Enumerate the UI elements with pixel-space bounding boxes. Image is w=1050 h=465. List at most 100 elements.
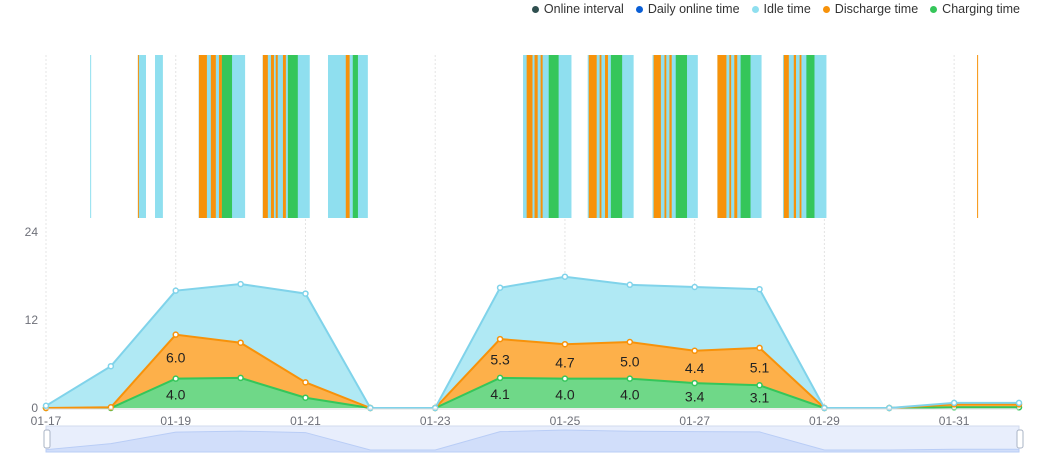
online-interval-charging: [221, 55, 233, 218]
online-interval-discharge: [734, 55, 738, 218]
data-point[interactable]: [172, 287, 179, 294]
data-label: 3.4: [685, 389, 705, 405]
online-interval-discharge: [137, 55, 139, 218]
legend-dot-icon: [531, 5, 539, 13]
data-label: 4.0: [620, 386, 640, 402]
online-interval-charging: [806, 55, 815, 218]
legend-item-charging-time[interactable]: Charging time: [930, 2, 1020, 16]
data-label: 5.1: [750, 360, 770, 376]
data-point[interactable]: [691, 379, 698, 387]
data-point[interactable]: [691, 347, 698, 355]
online-interval-discharge: [653, 55, 661, 218]
datazoom-handle-left[interactable]: [43, 429, 51, 449]
data-label: 4.0: [166, 386, 186, 402]
online-interval-discharge: [793, 55, 797, 218]
online-interval-charging: [610, 55, 623, 218]
legend: Online interval Daily online time Idle tim…: [531, 2, 1020, 16]
legend-label: Idle time: [763, 2, 811, 16]
online-interval-charging: [287, 55, 298, 218]
data-point[interactable]: [950, 399, 958, 407]
x-tick-label: 01-17: [31, 414, 62, 428]
x-tick-label: 01-25: [550, 414, 581, 428]
legend-item-idle-time[interactable]: Idle time: [751, 2, 811, 16]
data-point[interactable]: [626, 375, 634, 382]
area-idle-time: [46, 276, 1019, 408]
data-point[interactable]: [172, 375, 179, 382]
online-interval-discharge: [526, 55, 533, 218]
data-point[interactable]: [496, 374, 504, 382]
legend-dot-icon: [930, 5, 938, 13]
data-point[interactable]: [561, 375, 569, 382]
online-interval-discharge: [605, 55, 608, 218]
x-tick-label: 01-19: [160, 414, 191, 428]
data-point[interactable]: [626, 338, 634, 346]
online-interval-idle: [262, 55, 310, 218]
area-charging-time: [46, 377, 1019, 408]
x-tick-label: 01-23: [420, 414, 451, 428]
data-point[interactable]: [367, 404, 374, 412]
x-tick-label: 01-29: [809, 414, 840, 428]
data-label: 4.0: [555, 386, 575, 402]
data-point[interactable]: [431, 404, 439, 412]
online-interval-idle: [90, 55, 92, 218]
online-interval-discharge: [282, 55, 286, 218]
online-interval-charging: [352, 55, 358, 218]
data-label: 5.0: [620, 353, 640, 369]
data-point[interactable]: [302, 290, 309, 297]
area-discharge-time: [46, 334, 1019, 408]
legend-item-online-interval[interactable]: Online interval: [531, 2, 624, 16]
data-point[interactable]: [237, 339, 244, 346]
online-interval-discharge: [783, 55, 789, 218]
data-point[interactable]: [172, 331, 179, 338]
data-label: 4.1: [490, 386, 510, 402]
data-point[interactable]: [561, 340, 569, 348]
data-label: 5.3: [490, 352, 510, 368]
online-interval-discharge: [717, 55, 727, 218]
datazoom-handle-right[interactable]: [1016, 429, 1024, 449]
data-point[interactable]: [886, 404, 893, 412]
data-point[interactable]: [496, 284, 504, 291]
online-interval-idle: [137, 55, 147, 218]
x-tick-label: 01-31: [939, 414, 970, 428]
data-point[interactable]: [237, 374, 244, 382]
data-point[interactable]: [107, 362, 115, 370]
legend-label: Daily online time: [647, 2, 740, 16]
legend-item-discharge-time[interactable]: Discharge time: [822, 2, 919, 16]
data-point[interactable]: [756, 285, 763, 293]
y-tick-label: 24: [25, 225, 39, 239]
online-interval-discharge: [588, 55, 597, 218]
online-interval-idle: [155, 55, 163, 218]
data-label: 4.7: [555, 354, 575, 370]
data-point[interactable]: [302, 379, 309, 386]
data-point[interactable]: [237, 280, 244, 288]
data-label: 6.0: [166, 350, 186, 366]
online-interval-discharge: [218, 55, 222, 218]
datazoom-preview: [45, 429, 1020, 453]
data-point[interactable]: [302, 394, 309, 401]
online-interval-discharge: [275, 55, 278, 218]
line-idle-time: [45, 275, 1019, 409]
data-point[interactable]: [756, 382, 763, 389]
data-point[interactable]: [561, 273, 569, 280]
online-interval-discharge: [540, 55, 543, 218]
legend-label: Discharge time: [834, 2, 919, 16]
online-interval-charging: [675, 55, 688, 218]
online-interval-discharge: [599, 55, 602, 218]
x-tick-label: 01-27: [679, 414, 710, 428]
data-point[interactable]: [1015, 399, 1023, 407]
online-interval-discharge: [534, 55, 538, 218]
legend-item-daily-online-time[interactable]: Daily online time: [635, 2, 740, 16]
data-point[interactable]: [691, 283, 698, 291]
data-point[interactable]: [42, 402, 50, 410]
data-point[interactable]: [626, 281, 634, 289]
data-point[interactable]: [756, 344, 763, 352]
data-point[interactable]: [496, 335, 504, 343]
legend-dot-icon: [822, 5, 830, 13]
legend-label: Online interval: [543, 2, 624, 16]
online-interval-idle: [782, 55, 827, 218]
legend-label: Charging time: [942, 2, 1020, 16]
online-interval-discharge: [198, 55, 207, 218]
data-point[interactable]: [821, 404, 828, 412]
online-interval-charging: [548, 55, 559, 218]
